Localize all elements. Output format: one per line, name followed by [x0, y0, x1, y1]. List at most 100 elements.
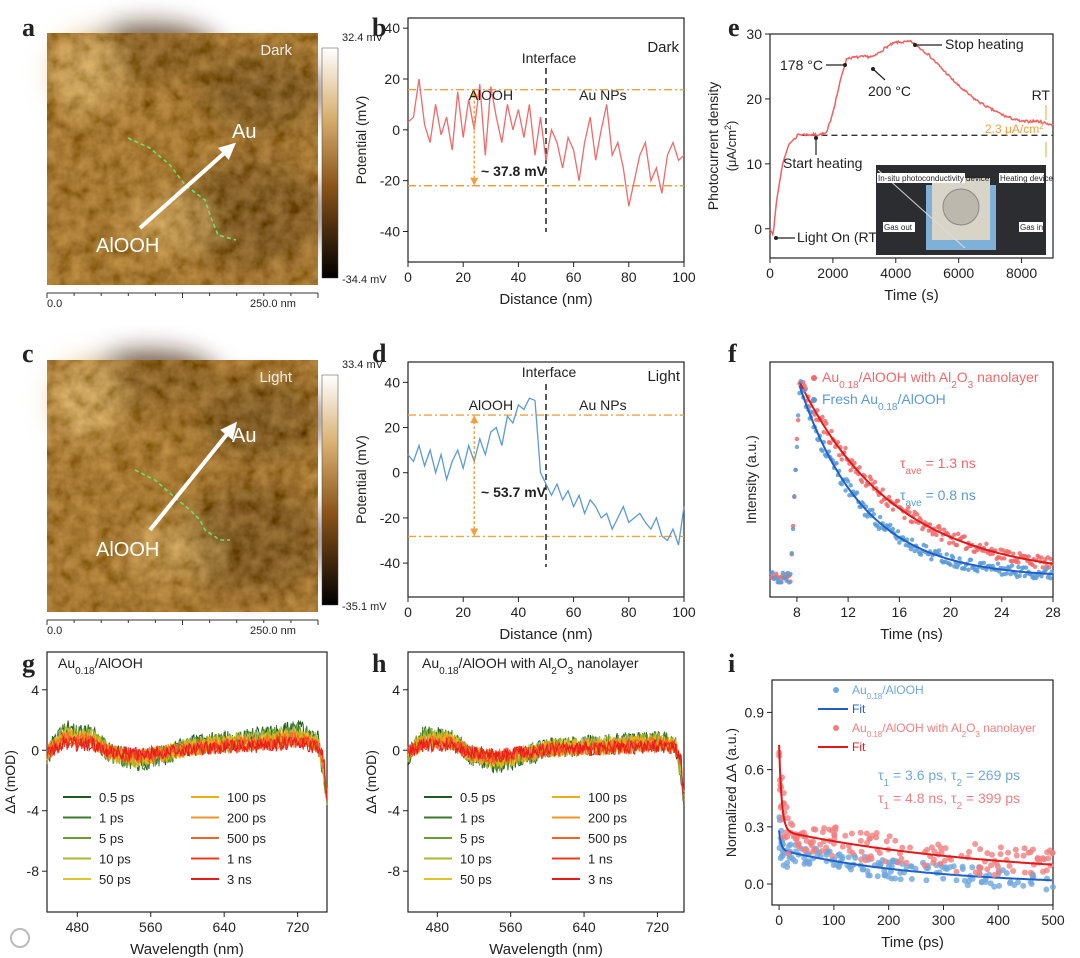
data-point	[836, 453, 842, 458]
legend-marker	[833, 725, 839, 731]
y-tick-label: 0.3	[745, 819, 765, 835]
text-segment: )	[724, 121, 739, 125]
data-point	[881, 867, 888, 874]
data-point	[785, 850, 792, 857]
data-point	[956, 531, 961, 536]
scale-end: 250.0 nm	[250, 298, 296, 310]
x-tick-label: 4000	[880, 265, 911, 281]
tau-label-1: τave = 0.8 ns	[900, 487, 976, 509]
legend-marker	[811, 397, 817, 403]
fit-line-1	[798, 385, 1054, 576]
data-point	[966, 567, 971, 572]
x-axis-label: Distance (nm)	[499, 291, 592, 308]
text-segment: 2	[551, 666, 557, 677]
data-point	[966, 848, 973, 855]
data-point	[848, 468, 853, 473]
data-point	[961, 877, 968, 884]
x-axis-label: Wavelength (nm)	[130, 941, 244, 958]
data-point	[962, 566, 967, 571]
data-point	[794, 444, 800, 450]
y-tick-label: 4	[392, 682, 400, 698]
text-segment: 0.18	[75, 666, 95, 677]
text-segment: 0.18	[878, 402, 898, 413]
text-segment: 2	[957, 801, 963, 812]
data-point	[948, 562, 953, 568]
x-tick-label: 20	[455, 604, 471, 620]
data-point	[810, 409, 815, 415]
data-point	[845, 854, 852, 861]
data-point	[903, 859, 910, 866]
panel-letter-a: a	[22, 13, 35, 42]
panel-i-axes: 0 100 200 300 400 500 0.0 0.3 0.6 0.9 Time (ps) Nor…	[723, 679, 1065, 951]
data-point	[783, 804, 790, 811]
data-point	[924, 846, 931, 853]
condition-label: Light	[647, 368, 680, 385]
data-point	[1021, 845, 1028, 852]
data-point	[898, 855, 905, 862]
panel-letter-b: b	[372, 13, 386, 42]
fit-line-1	[778, 744, 1052, 866]
alooh-label: AlOOH	[469, 397, 513, 413]
data-point	[1016, 564, 1021, 570]
text-segment: τ	[951, 790, 957, 806]
alooh-label: AlOOH	[469, 87, 513, 103]
data-point	[897, 869, 904, 876]
y-axis-label: Intensity (a.u.)	[743, 435, 759, 524]
data-point	[885, 503, 891, 509]
data-point	[957, 556, 962, 561]
data-point	[859, 479, 865, 485]
data-point	[1032, 564, 1038, 569]
data-point	[1003, 870, 1010, 877]
data-point	[987, 880, 994, 887]
data-point	[991, 871, 998, 878]
text-segment: /AlOOH	[898, 391, 946, 407]
data-point	[936, 548, 942, 553]
inset-label-gas_out: Gas out	[884, 223, 913, 232]
data-point	[779, 580, 784, 585]
panel-letter-g: g	[22, 649, 35, 678]
x-tick-label: 200	[877, 912, 901, 928]
kpfm-image-c: Au AlOOH Light 33.4 mV -35.1 mV 0.0 250.0 nm	[46, 350, 387, 637]
x-tick-label: 480	[66, 919, 90, 935]
data-point	[984, 541, 989, 547]
inset-label-gas_in: Gas in	[1020, 223, 1043, 232]
legend-label: 200 ps	[588, 811, 628, 826]
x-tick-label: 400	[987, 912, 1011, 928]
text-segment: 2	[957, 778, 963, 789]
data-point	[1041, 856, 1048, 863]
y-tick-label: 0	[754, 221, 762, 237]
colorbar-max: 33.4 mV	[342, 359, 384, 371]
y-tick-label: 0	[392, 742, 400, 758]
data-point	[895, 498, 901, 503]
data-point	[890, 526, 896, 532]
pointer-line	[872, 68, 886, 81]
data-point	[1043, 886, 1050, 893]
pointer-head-icon	[843, 63, 847, 67]
text-segment: 3	[975, 730, 980, 739]
data-point	[857, 829, 864, 836]
text-segment: 0.18	[867, 692, 883, 701]
data-point	[792, 494, 797, 499]
text-segment: τ	[878, 790, 884, 806]
data-point	[846, 847, 853, 854]
x-axis-label: Time (s)	[884, 287, 938, 304]
data-point	[795, 417, 801, 423]
potential-line	[407, 397, 685, 546]
y-tick-label: 4	[31, 682, 39, 698]
text-segment: /AlOOH with Al	[882, 721, 961, 735]
x-tick-label: 560	[139, 919, 163, 935]
data-point	[770, 570, 775, 575]
data-point	[888, 875, 895, 882]
data-point	[810, 826, 817, 833]
data-point	[997, 844, 1004, 851]
colorbar-min: -35.1 mV	[342, 601, 387, 613]
delta-label: ~ 37.8 mV	[481, 163, 547, 179]
data-point	[883, 838, 890, 845]
y-axis-label: ΔA (mOD)	[363, 750, 379, 814]
data-point	[1010, 867, 1017, 874]
arrow-head-icon	[218, 142, 236, 160]
text-segment: 3	[568, 666, 574, 677]
data-point	[834, 460, 839, 466]
data-point	[819, 848, 826, 855]
text-segment: = 0.8 ns	[922, 487, 976, 503]
